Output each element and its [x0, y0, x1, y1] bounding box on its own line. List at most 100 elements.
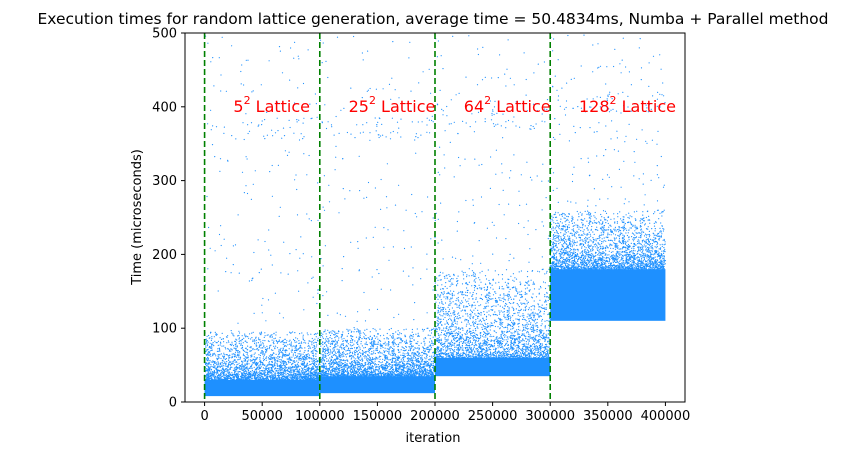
data-point [368, 364, 370, 366]
data-point [393, 351, 395, 353]
data-point [319, 336, 321, 338]
data-point [358, 349, 360, 351]
data-point [313, 373, 315, 376]
data-point [360, 356, 362, 358]
data-point [325, 344, 327, 346]
data-point [343, 365, 345, 367]
data-point [297, 353, 299, 355]
data-point [393, 348, 395, 350]
data-point [363, 374, 365, 376]
data-point [269, 171, 271, 173]
data-point [378, 367, 380, 369]
data-point [331, 332, 333, 334]
data-point [432, 361, 434, 363]
data-point [231, 374, 234, 376]
data-point [273, 363, 275, 365]
data-point [373, 352, 375, 354]
data-point [408, 375, 410, 377]
data-point [244, 358, 246, 360]
data-point [316, 370, 318, 372]
data-point [247, 336, 249, 338]
data-point [336, 312, 338, 314]
data-point [273, 352, 275, 354]
data-point [273, 340, 275, 342]
data-point [366, 363, 368, 365]
data-point [226, 342, 228, 344]
data-point [361, 350, 364, 352]
data-point [341, 348, 343, 350]
data-point [233, 335, 235, 337]
data-point [414, 360, 416, 362]
data-point [265, 350, 267, 352]
data-point [294, 377, 296, 379]
data-point [365, 343, 367, 345]
data-point [343, 348, 345, 350]
data-point [264, 240, 266, 243]
data-point [388, 342, 390, 344]
data-point [404, 341, 406, 343]
data-point [230, 272, 232, 274]
data-point [325, 127, 328, 130]
data-point [421, 351, 423, 354]
data-point [341, 280, 343, 282]
data-point [281, 72, 284, 74]
data-point [231, 366, 233, 368]
data-point [416, 365, 418, 367]
data-point [421, 370, 423, 372]
data-point [255, 357, 257, 359]
data-point [301, 332, 303, 334]
data-point [307, 345, 309, 347]
data-point [228, 362, 230, 364]
data-point [262, 361, 264, 364]
data-point [384, 347, 386, 349]
data-point [213, 374, 216, 376]
data-point [241, 378, 243, 380]
data-point [313, 360, 315, 362]
data-point [376, 349, 378, 351]
data-point [267, 373, 269, 376]
data-point [380, 288, 382, 290]
data-point [344, 315, 347, 317]
data-point [221, 365, 223, 367]
data-point [242, 353, 245, 355]
data-point [231, 355, 233, 357]
data-point [346, 131, 348, 134]
data-point [241, 374, 243, 376]
data-point [360, 340, 362, 343]
data-point [365, 237, 367, 239]
data-point [334, 339, 336, 341]
data-point [216, 350, 218, 352]
data-point [246, 368, 249, 370]
data-point [400, 333, 402, 335]
data-point [271, 195, 273, 197]
data-point [415, 356, 417, 358]
data-point [297, 377, 299, 379]
data-point [276, 365, 278, 367]
data-point [275, 331, 277, 333]
data-point [293, 132, 295, 134]
data-point [340, 364, 342, 366]
data-point [256, 366, 258, 368]
data-point [354, 137, 356, 139]
data-point [257, 239, 259, 241]
data-point [381, 352, 383, 354]
data-point [403, 347, 405, 350]
data-point [378, 272, 380, 275]
data-point [421, 360, 423, 362]
data-point [369, 87, 371, 90]
data-point [236, 350, 238, 352]
data-point [398, 334, 400, 336]
data-point [237, 353, 239, 355]
data-point [423, 367, 425, 369]
data-point [323, 345, 325, 348]
data-point [359, 334, 361, 336]
data-point [334, 337, 336, 339]
data-point [368, 367, 370, 369]
data-point [260, 376, 262, 379]
data-point [297, 358, 299, 360]
data-point [278, 365, 280, 367]
data-point [244, 370, 247, 372]
data-point [309, 373, 311, 375]
data-point [407, 351, 409, 353]
data-point [211, 345, 213, 347]
